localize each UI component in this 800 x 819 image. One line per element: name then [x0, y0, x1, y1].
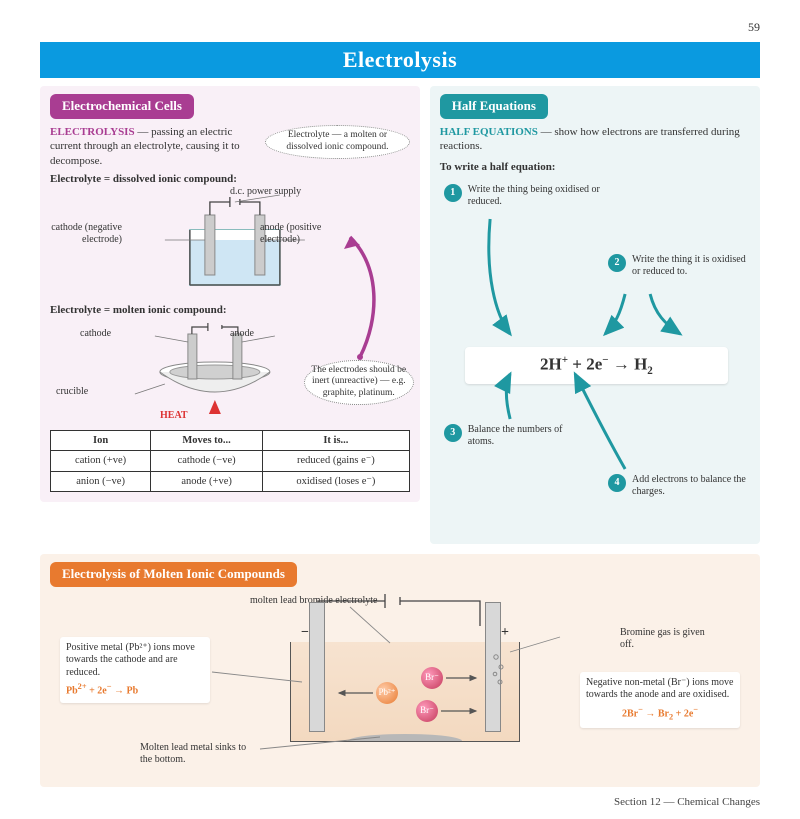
page-number: 59	[40, 20, 760, 36]
label-anode-2: anode	[230, 328, 254, 340]
column-left: Electrochemical Cells ELECTROLYSIS — pas…	[40, 86, 420, 544]
connector-lines	[50, 597, 750, 777]
label-cathode-1: cathode (negative electrode)	[50, 222, 122, 246]
td: cation (+ve)	[51, 451, 151, 472]
definition-row: ELECTROLYSIS — passing an electric curre…	[50, 125, 410, 168]
label-crucible: crucible	[56, 386, 88, 398]
panel-half-equations: Half Equations HALF EQUATIONS — show how…	[430, 86, 760, 544]
td: anode (+ve)	[151, 471, 263, 492]
panel-header-molten: Electrolysis of Molten Ionic Compounds	[50, 562, 297, 587]
term-half-eq: HALF EQUATIONS	[440, 126, 538, 138]
th-moves: Moves to...	[151, 430, 263, 451]
th-itis: It is...	[263, 430, 410, 451]
th-ion: Ion	[51, 430, 151, 451]
column-right: Half Equations HALF EQUATIONS — show how…	[430, 86, 760, 544]
teal-arrows-icon	[440, 184, 750, 534]
half-eq-intro: To write a half equation:	[440, 160, 750, 174]
table-row: anion (−ve) anode (+ve) oxidised (loses …	[51, 471, 410, 492]
page-title: Electrolysis	[40, 42, 760, 79]
page-footer: Section 12 — Chemical Changes	[40, 795, 760, 809]
td: oxidised (loses e⁻)	[263, 471, 410, 492]
main-columns: Electrochemical Cells ELECTROLYSIS — pas…	[40, 86, 760, 544]
label-power-supply: d.c. power supply	[230, 186, 320, 198]
molten-diagram-area: molten lead bromide electrolyte − + Pb²⁺…	[50, 597, 750, 777]
label-cathode-2: cathode	[80, 328, 111, 340]
panel-header-half-eq: Half Equations	[440, 94, 548, 119]
table-row: cation (+ve) cathode (−ve) reduced (gain…	[51, 451, 410, 472]
td: anion (−ve)	[51, 471, 151, 492]
td: cathode (−ve)	[151, 451, 263, 472]
subhead-dissolved: Electrolyte = dissolved ionic compound:	[50, 172, 410, 186]
electrolysis-definition: ELECTROLYSIS — passing an electric curre…	[50, 125, 259, 168]
panel-electrochemical-cells: Electrochemical Cells ELECTROLYSIS — pas…	[40, 86, 420, 502]
label-heat: HEAT	[160, 410, 188, 422]
term-electrolysis: ELECTROLYSIS	[50, 126, 135, 138]
panel-header-cells: Electrochemical Cells	[50, 94, 194, 119]
half-eq-diagram: 1 Write the thing being oxidised or redu…	[440, 184, 750, 534]
table-row: Ion Moves to... It is...	[51, 430, 410, 451]
label-anode-1: anode (positive electrode)	[260, 222, 332, 246]
half-eq-definition: HALF EQUATIONS — show how electrons are …	[440, 125, 750, 154]
ion-table: Ion Moves to... It is... cation (+ve) ca…	[50, 430, 410, 493]
electrolyte-note-bubble: Electrolyte — a molten or dissolved ioni…	[265, 125, 410, 159]
panel-molten-electrolysis: Electrolysis of Molten Ionic Compounds m…	[40, 554, 760, 787]
inert-note-bubble: The electrodes should be inert (unreacti…	[304, 360, 414, 406]
td: reduced (gains e⁻)	[263, 451, 410, 472]
purple-arrow-icon	[340, 227, 380, 362]
diagram-molten: cathode anode crucible HEAT The electrod…	[50, 322, 410, 422]
